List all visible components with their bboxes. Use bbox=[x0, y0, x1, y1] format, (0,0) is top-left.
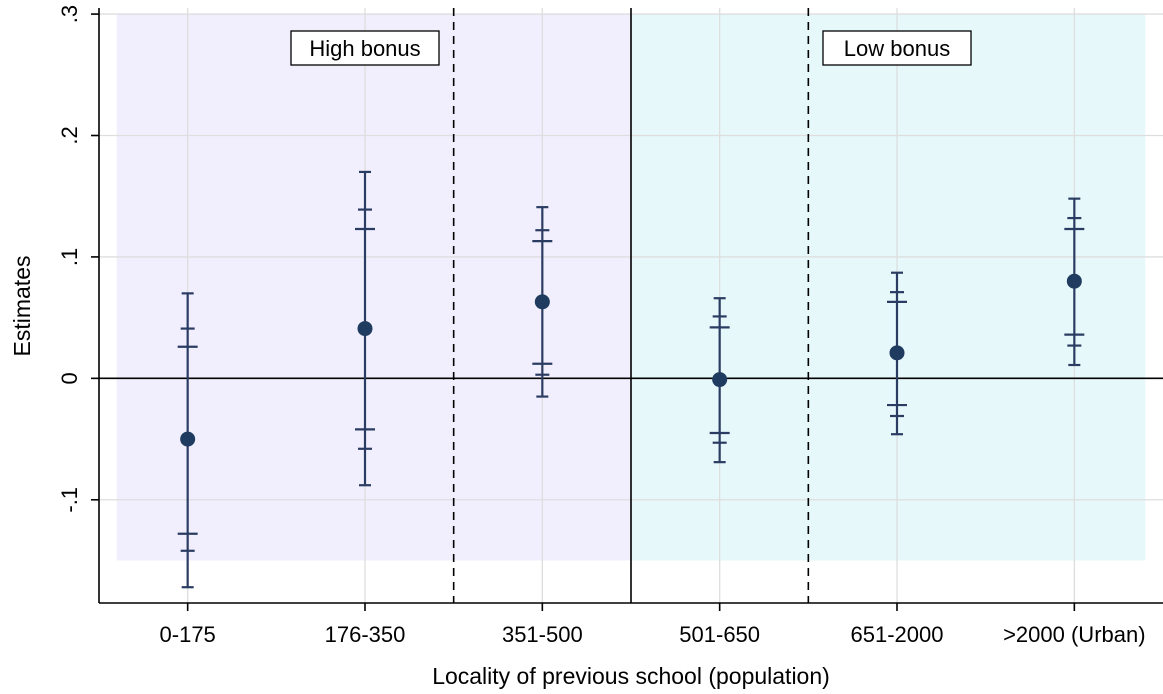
point-estimate-4 bbox=[889, 345, 905, 361]
x-tick-label-3: 501-650 bbox=[679, 622, 760, 647]
x-tick-label-4: 651-2000 bbox=[851, 622, 944, 647]
y-tick-labels: -.1 0 .1 .2 .3 bbox=[57, 5, 82, 513]
region-shade-0 bbox=[116, 14, 631, 561]
point-estimate-1 bbox=[357, 321, 373, 337]
region-labels: High bonus Low bonus bbox=[290, 30, 972, 66]
y-tick-label-3: .2 bbox=[57, 126, 82, 144]
x-tick-label-2: 351-500 bbox=[502, 622, 583, 647]
y-axis-label: Estimates bbox=[9, 256, 35, 357]
region-label-box-1 bbox=[822, 30, 972, 66]
point-estimate-3 bbox=[712, 372, 728, 388]
x-tick-label-5: >2000 (Urban) bbox=[1003, 622, 1145, 647]
point-estimate-5 bbox=[1066, 273, 1082, 289]
axes bbox=[91, 8, 1163, 611]
y-tick-label-1: 0 bbox=[57, 372, 82, 384]
x-tick-label-1: 176-350 bbox=[325, 622, 406, 647]
region-label-1: Low bonus bbox=[844, 36, 950, 61]
y-tick-label-0: -.1 bbox=[57, 487, 82, 513]
y-tick-label-2: .1 bbox=[57, 248, 82, 266]
region-shade-1 bbox=[631, 14, 1146, 561]
point-estimates bbox=[180, 273, 1082, 447]
region-label-0: High bonus bbox=[309, 36, 420, 61]
point-estimate-0 bbox=[180, 431, 196, 447]
background-regions bbox=[116, 14, 1146, 561]
region-dividers bbox=[452, 8, 810, 603]
point-estimate-2 bbox=[534, 294, 550, 310]
region-label-box-0 bbox=[290, 30, 440, 66]
x-tick-labels: 0-175 176-350 351-500 501-650 651-2000 >2000 … bbox=[160, 622, 1146, 647]
x-tick-label-0: 0-175 bbox=[160, 622, 216, 647]
y-tick-label-4: .3 bbox=[57, 5, 82, 23]
x-axis-label: Locality of previous school (population) bbox=[432, 663, 830, 689]
